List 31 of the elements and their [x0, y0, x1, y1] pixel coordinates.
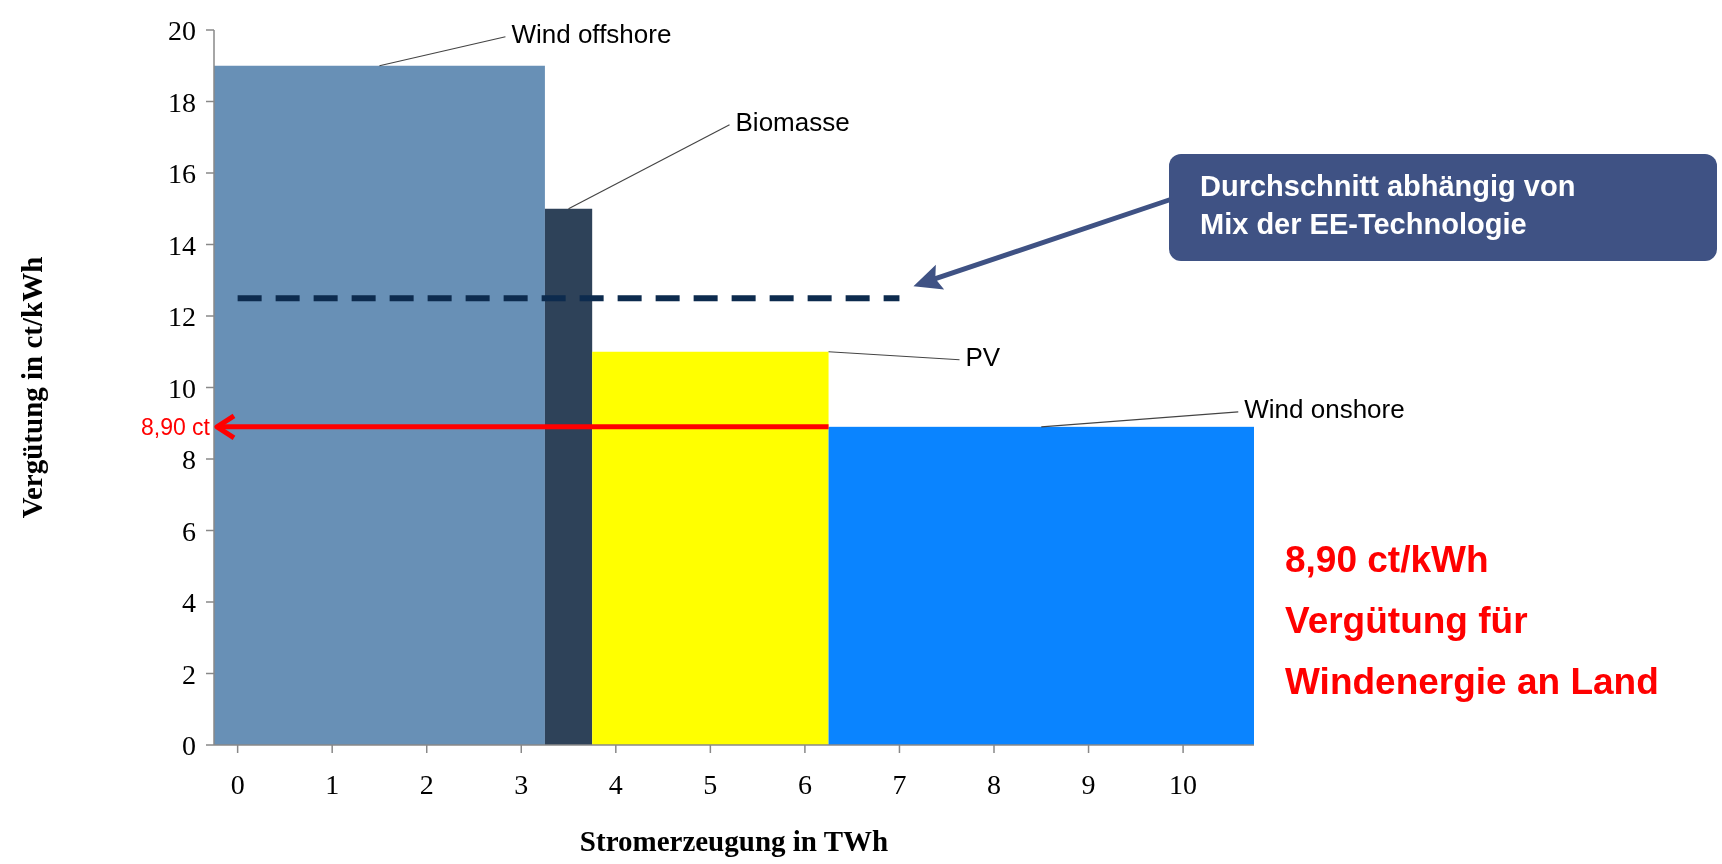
x-tick-label: 9 — [1081, 769, 1096, 800]
y-tick-label: 2 — [182, 658, 196, 690]
annotation: Wind onshore — [1244, 393, 1405, 424]
y-tick-label: 10 — [168, 372, 196, 404]
y-axis-title: Vergütung in ct/kWh — [16, 256, 48, 519]
x-tick-label: 3 — [514, 769, 529, 800]
y-tick-label: 0 — [182, 730, 196, 761]
x-tick-label: 0 — [230, 769, 245, 800]
annotation: Wind offshore — [511, 18, 672, 49]
x-tick-label: 10 — [1169, 769, 1198, 800]
x-tick-label: 5 — [703, 769, 718, 800]
text: 8,90 ct — [140, 413, 211, 440]
y-tick-label: 6 — [182, 515, 196, 547]
y-tick-label: 20 — [168, 15, 196, 46]
annotation: PV — [965, 341, 1001, 372]
x-tick-label: 1 — [325, 769, 340, 800]
y-tick-label: 18 — [168, 86, 196, 118]
y-tick-label: 14 — [168, 229, 196, 261]
text: 8,90 ct/kWh Vergütung für Windenergie an Land — [1285, 539, 1659, 702]
x-axis-title: Stromerzeugung in TWh — [579, 825, 889, 857]
y-tick-label: 12 — [168, 301, 196, 332]
x-tick-label: 7 — [892, 769, 907, 800]
annotation: Durchschnitt abhängig von Mix der EE-Technologie — [1200, 170, 1576, 240]
x-tick-label: 8 — [987, 769, 1001, 800]
x-tick-label: 6 — [797, 769, 812, 800]
annotation: Biomasse — [735, 106, 850, 137]
x-tick-label: 2 — [419, 769, 434, 800]
y-tick-label: 16 — [168, 158, 196, 189]
y-tick-label: 4 — [182, 587, 196, 618]
x-tick-label: 4 — [608, 769, 623, 800]
y-tick-label: 8 — [182, 444, 196, 475]
